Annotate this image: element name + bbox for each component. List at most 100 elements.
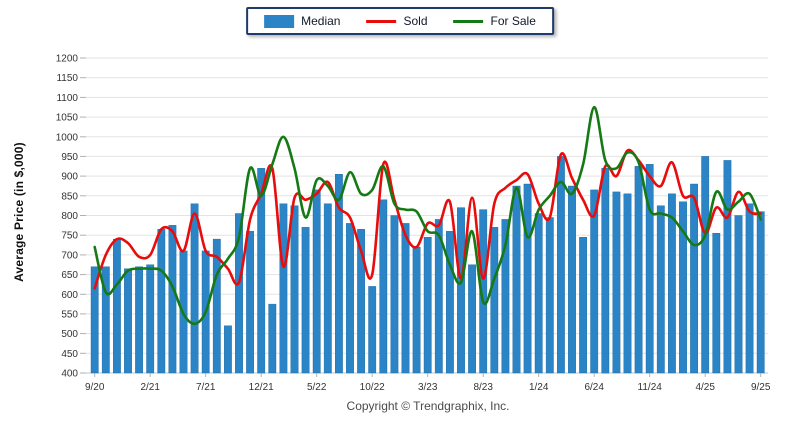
median-bar xyxy=(701,156,710,374)
sold-line xyxy=(93,148,762,290)
median-bar xyxy=(223,325,232,374)
y-tick-label: 650 xyxy=(61,270,78,281)
median-bar xyxy=(501,219,510,374)
median-swatch-icon xyxy=(264,14,295,28)
median-bar xyxy=(545,217,554,374)
median-bar xyxy=(656,205,665,374)
x-tick-label: 10/22 xyxy=(360,382,385,393)
y-tick-label: 1050 xyxy=(56,113,79,124)
median-bar xyxy=(312,189,321,374)
x-tick-label: 11/24 xyxy=(638,382,663,393)
x-tick-label: 3/23 xyxy=(418,382,438,393)
median-bar xyxy=(146,264,155,374)
median-bar xyxy=(601,168,610,374)
median-bar xyxy=(579,236,588,374)
y-tick-label: 1000 xyxy=(56,132,79,143)
median-bar xyxy=(279,203,288,374)
median-bar xyxy=(523,183,532,374)
median-bar xyxy=(423,236,432,374)
legend-item-median[interactable]: Median xyxy=(264,14,340,28)
median-bar xyxy=(112,238,121,374)
median-bar xyxy=(712,232,721,374)
median-bar xyxy=(668,193,676,374)
y-tick-label: 450 xyxy=(61,349,78,360)
median-bar xyxy=(490,227,499,374)
median-bar xyxy=(368,286,377,374)
median-bar xyxy=(734,215,743,374)
median-bar xyxy=(534,213,543,374)
x-tick-label: 8/23 xyxy=(473,382,493,393)
median-bar xyxy=(190,203,199,374)
median-bar xyxy=(745,203,754,374)
y-tick-label: 900 xyxy=(61,172,78,183)
x-tick-label: 5/22 xyxy=(307,382,327,393)
y-tick-label: 500 xyxy=(61,329,78,340)
median-bar xyxy=(612,191,621,374)
legend-item-forsale[interactable]: For Sale xyxy=(453,14,536,28)
y-tick-label: 750 xyxy=(61,231,78,242)
y-tick-label: 600 xyxy=(61,290,78,301)
median-bar xyxy=(679,201,687,374)
median-bar xyxy=(379,199,388,374)
forsale-swatch-icon xyxy=(453,19,484,23)
forsale-line xyxy=(93,105,762,326)
median-bar xyxy=(157,229,166,374)
y-tick-label: 1200 xyxy=(56,54,79,65)
median-bar xyxy=(323,203,332,374)
x-tick-label: 9/25 xyxy=(751,382,771,393)
median-bar xyxy=(623,193,632,374)
legend-label-forsale: For Sale xyxy=(490,14,536,28)
x-tick-label: 4/25 xyxy=(695,382,715,393)
median-bar xyxy=(301,227,310,374)
median-bar xyxy=(246,231,254,374)
x-tick-label: 12/21 xyxy=(249,382,274,393)
median-bar xyxy=(357,229,365,374)
y-tick-label: 700 xyxy=(61,250,78,261)
chart-legend: Median Sold For Sale xyxy=(246,7,554,35)
x-tick-label: 9/20 xyxy=(85,382,105,393)
median-bar xyxy=(346,223,354,374)
median-bar xyxy=(446,231,454,374)
sold-swatch-icon xyxy=(366,19,397,23)
x-tick-label: 6/24 xyxy=(584,382,604,393)
y-tick-label: 800 xyxy=(61,211,78,222)
median-bar xyxy=(412,246,421,374)
y-tick-label: 1100 xyxy=(56,93,78,104)
median-bar xyxy=(401,223,410,374)
median-bar xyxy=(468,264,476,374)
legend-label-median: Median xyxy=(301,14,341,28)
y-tick-label: 950 xyxy=(61,152,78,163)
median-bar xyxy=(690,183,699,374)
legend-label-sold: Sold xyxy=(403,14,428,28)
median-bar xyxy=(434,219,443,374)
median-bar xyxy=(168,225,177,374)
x-tick-label: 2/21 xyxy=(140,382,160,393)
y-tick-label: 400 xyxy=(61,369,78,380)
median-bar xyxy=(235,213,243,374)
median-bar xyxy=(512,185,521,374)
median-bar xyxy=(634,166,643,374)
median-bar xyxy=(124,268,132,374)
median-bar xyxy=(268,303,277,374)
median-bar xyxy=(723,160,732,374)
y-axis-title: Average Price (in $,000) xyxy=(12,142,26,282)
y-tick-label: 850 xyxy=(61,191,78,202)
x-tick-label: 7/21 xyxy=(196,382,216,393)
median-bar xyxy=(568,185,576,374)
median-bar xyxy=(335,173,343,374)
median-bar xyxy=(390,215,399,374)
copyright-text: Copyright © Trendgraphix, Inc. xyxy=(346,399,510,413)
x-tick-label: 1/24 xyxy=(529,382,549,393)
median-bar xyxy=(457,207,465,374)
median-bar xyxy=(756,211,765,374)
median-bar xyxy=(212,238,221,374)
y-tick-label: 1150 xyxy=(56,73,78,84)
legend-item-sold[interactable]: Sold xyxy=(366,14,428,28)
y-tick-label: 550 xyxy=(61,309,78,320)
median-bar xyxy=(557,156,565,374)
median-bar xyxy=(101,266,110,374)
median-bar xyxy=(135,266,143,374)
median-bar xyxy=(290,205,299,374)
